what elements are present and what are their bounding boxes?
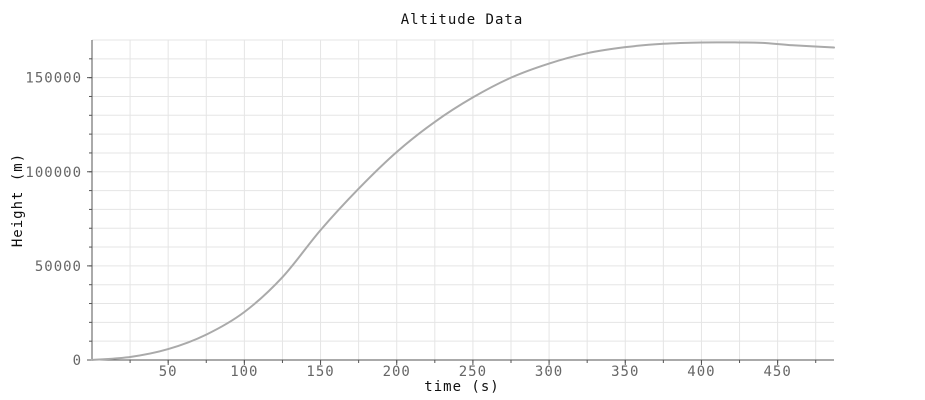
altitude-data-point-6 bbox=[320, 229, 322, 231]
grid-layer bbox=[92, 39, 834, 361]
altitude-data-point-3 bbox=[205, 334, 207, 336]
altitude-data-point-8 bbox=[396, 151, 398, 153]
tick-layer: 50 100 150 200 250 300 350 400 450 0 50000 100000 15… bbox=[25, 71, 791, 380]
altitude-data-point-10 bbox=[472, 97, 474, 99]
altitude-data-point-16 bbox=[701, 42, 703, 44]
altitude-data-point-5 bbox=[282, 276, 284, 278]
altitude-data-point-11 bbox=[510, 77, 512, 79]
y-axis-label: Height (m) bbox=[10, 153, 26, 247]
x-tick-label: 50 bbox=[159, 364, 178, 380]
x-tick-label: 200 bbox=[383, 364, 411, 380]
x-tick-label: 100 bbox=[230, 364, 258, 380]
x-tick-label: 300 bbox=[535, 364, 563, 380]
altitude-data-point-0 bbox=[91, 359, 93, 361]
altitude-data-point-12 bbox=[548, 63, 550, 65]
x-tick-label: 450 bbox=[763, 364, 791, 380]
altitude-data-point-17 bbox=[739, 42, 741, 44]
x-tick-label: 250 bbox=[459, 364, 487, 380]
x-tick-label: 150 bbox=[306, 364, 334, 380]
y-tick-label: 100000 bbox=[25, 165, 82, 181]
altitude-data-point-9 bbox=[434, 121, 436, 123]
x-tick-label: 350 bbox=[611, 364, 639, 380]
altitude-data-point-19 bbox=[792, 44, 794, 46]
altitude-data-point-1 bbox=[129, 356, 131, 358]
altitude-data-point-13 bbox=[586, 52, 588, 54]
y-tick-label: 150000 bbox=[25, 71, 82, 87]
y-tick-label: 0 bbox=[73, 353, 82, 369]
altitude-data-point-18 bbox=[762, 42, 764, 44]
altitude-data-point-4 bbox=[244, 311, 246, 313]
altitude-data-point-20 bbox=[833, 47, 835, 49]
altitude-data-point-7 bbox=[358, 188, 360, 190]
series-layer bbox=[91, 41, 835, 361]
altitude-series-line bbox=[91, 41, 835, 361]
x-tick-label: 400 bbox=[687, 364, 715, 380]
altitude-data-point-2 bbox=[167, 348, 169, 350]
chart-title: Altitude Data bbox=[401, 12, 524, 28]
altitude-data-point-15 bbox=[663, 43, 665, 45]
altitude-data-point-14 bbox=[624, 46, 626, 48]
y-tick-label: 50000 bbox=[35, 259, 82, 275]
x-axis-label: time (s) bbox=[424, 379, 499, 395]
